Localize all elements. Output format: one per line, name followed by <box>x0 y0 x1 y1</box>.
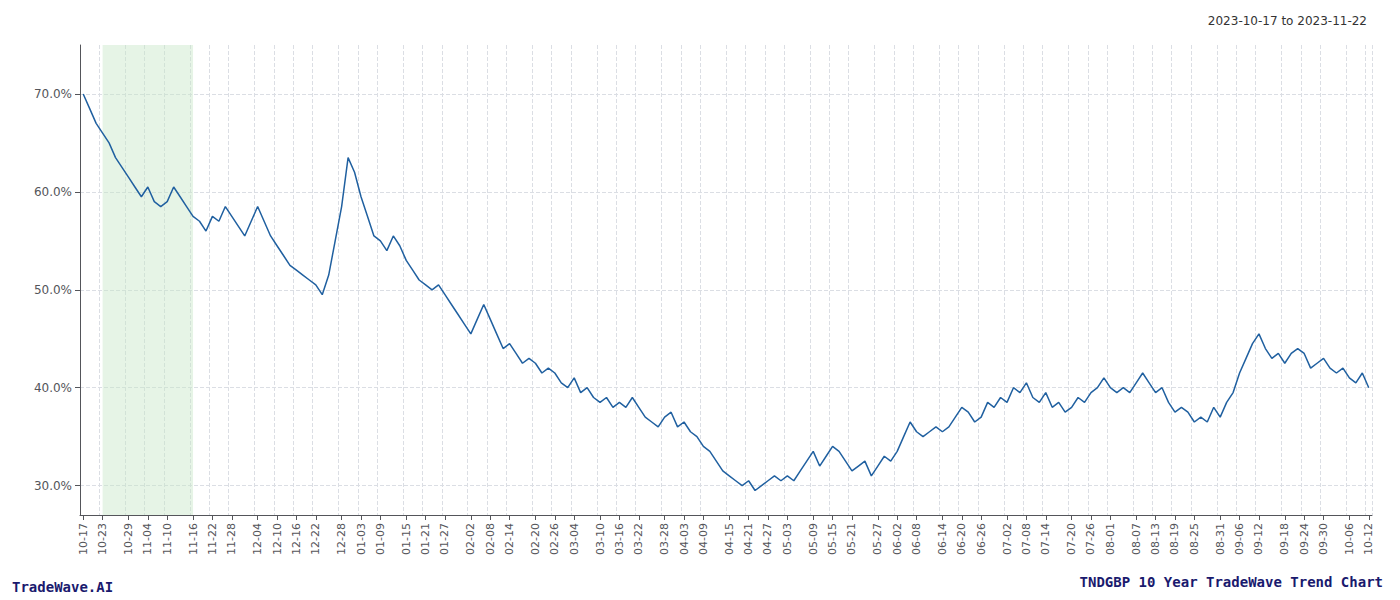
svg-text:01-09: 01-09 <box>374 523 387 555</box>
svg-text:01-21: 01-21 <box>419 523 432 555</box>
svg-text:03-28: 03-28 <box>658 523 671 555</box>
svg-text:11-04: 11-04 <box>141 523 154 555</box>
svg-text:09-30: 09-30 <box>1317 523 1330 555</box>
svg-text:06-26: 06-26 <box>975 523 988 555</box>
svg-text:04-21: 04-21 <box>742 523 755 555</box>
svg-text:06-08: 06-08 <box>910 523 923 555</box>
svg-text:12-10: 12-10 <box>271 523 284 555</box>
svg-text:02-08: 02-08 <box>484 523 497 555</box>
svg-text:02-26: 02-26 <box>548 523 561 555</box>
svg-text:40.0%: 40.0% <box>34 381 72 395</box>
svg-text:09-18: 09-18 <box>1278 523 1291 555</box>
svg-text:11-10: 11-10 <box>161 523 174 555</box>
svg-text:12-28: 12-28 <box>335 523 348 555</box>
svg-text:10-06: 10-06 <box>1343 523 1356 555</box>
svg-text:04-15: 04-15 <box>723 523 736 555</box>
svg-text:10-23: 10-23 <box>96 523 109 555</box>
svg-text:04-27: 04-27 <box>761 523 774 555</box>
svg-text:08-01: 08-01 <box>1104 523 1117 555</box>
svg-text:01-03: 01-03 <box>355 523 368 555</box>
svg-text:02-14: 02-14 <box>503 523 516 555</box>
svg-text:06-02: 06-02 <box>891 523 904 555</box>
svg-text:06-14: 06-14 <box>936 523 949 555</box>
svg-text:11-28: 11-28 <box>225 523 238 555</box>
svg-text:07-08: 07-08 <box>1020 523 1033 555</box>
svg-text:2023-10-17 to 2023-11-22: 2023-10-17 to 2023-11-22 <box>1208 14 1367 28</box>
svg-text:04-03: 04-03 <box>678 523 691 555</box>
svg-text:60.0%: 60.0% <box>34 185 72 199</box>
svg-text:07-14: 07-14 <box>1039 523 1052 555</box>
svg-text:05-21: 05-21 <box>845 523 858 555</box>
svg-text:30.0%: 30.0% <box>34 479 72 493</box>
svg-text:05-03: 05-03 <box>781 523 794 555</box>
svg-text:11-16: 11-16 <box>187 523 200 555</box>
svg-text:03-10: 03-10 <box>594 523 607 555</box>
svg-text:TradeWave.AI: TradeWave.AI <box>12 579 113 595</box>
svg-text:08-31: 08-31 <box>1214 523 1227 555</box>
svg-text:07-02: 07-02 <box>1001 523 1014 555</box>
svg-text:70.0%: 70.0% <box>34 87 72 101</box>
svg-text:08-07: 08-07 <box>1130 523 1143 555</box>
svg-text:03-22: 03-22 <box>632 523 645 555</box>
svg-text:08-13: 08-13 <box>1149 523 1162 555</box>
svg-text:07-26: 07-26 <box>1084 523 1097 555</box>
svg-text:08-19: 08-19 <box>1168 523 1181 555</box>
svg-text:TNDGBP 10 Year TradeWave Trend: TNDGBP 10 Year TradeWave Trend Chart <box>1080 574 1383 590</box>
svg-text:09-24: 09-24 <box>1298 523 1311 555</box>
svg-text:11-22: 11-22 <box>206 523 219 555</box>
svg-text:09-06: 09-06 <box>1233 523 1246 555</box>
svg-text:10-12: 10-12 <box>1362 523 1375 555</box>
svg-text:07-20: 07-20 <box>1065 523 1078 555</box>
svg-text:09-12: 09-12 <box>1252 523 1265 555</box>
svg-text:01-27: 01-27 <box>438 523 451 555</box>
svg-text:01-15: 01-15 <box>400 523 413 555</box>
svg-text:03-04: 03-04 <box>568 523 581 555</box>
svg-text:12-16: 12-16 <box>290 523 303 555</box>
svg-text:12-22: 12-22 <box>309 523 322 555</box>
svg-text:12-04: 12-04 <box>251 523 264 555</box>
svg-text:02-20: 02-20 <box>529 523 542 555</box>
svg-text:02-02: 02-02 <box>464 523 477 555</box>
svg-text:06-20: 06-20 <box>955 523 968 555</box>
svg-text:50.0%: 50.0% <box>34 283 72 297</box>
svg-text:05-27: 05-27 <box>871 523 884 555</box>
svg-text:10-17: 10-17 <box>77 523 90 555</box>
svg-text:08-25: 08-25 <box>1188 523 1201 555</box>
svg-text:05-15: 05-15 <box>826 523 839 555</box>
svg-text:04-09: 04-09 <box>697 523 710 555</box>
svg-text:03-16: 03-16 <box>613 523 626 555</box>
svg-text:10-29: 10-29 <box>122 523 135 555</box>
svg-text:05-09: 05-09 <box>807 523 820 555</box>
